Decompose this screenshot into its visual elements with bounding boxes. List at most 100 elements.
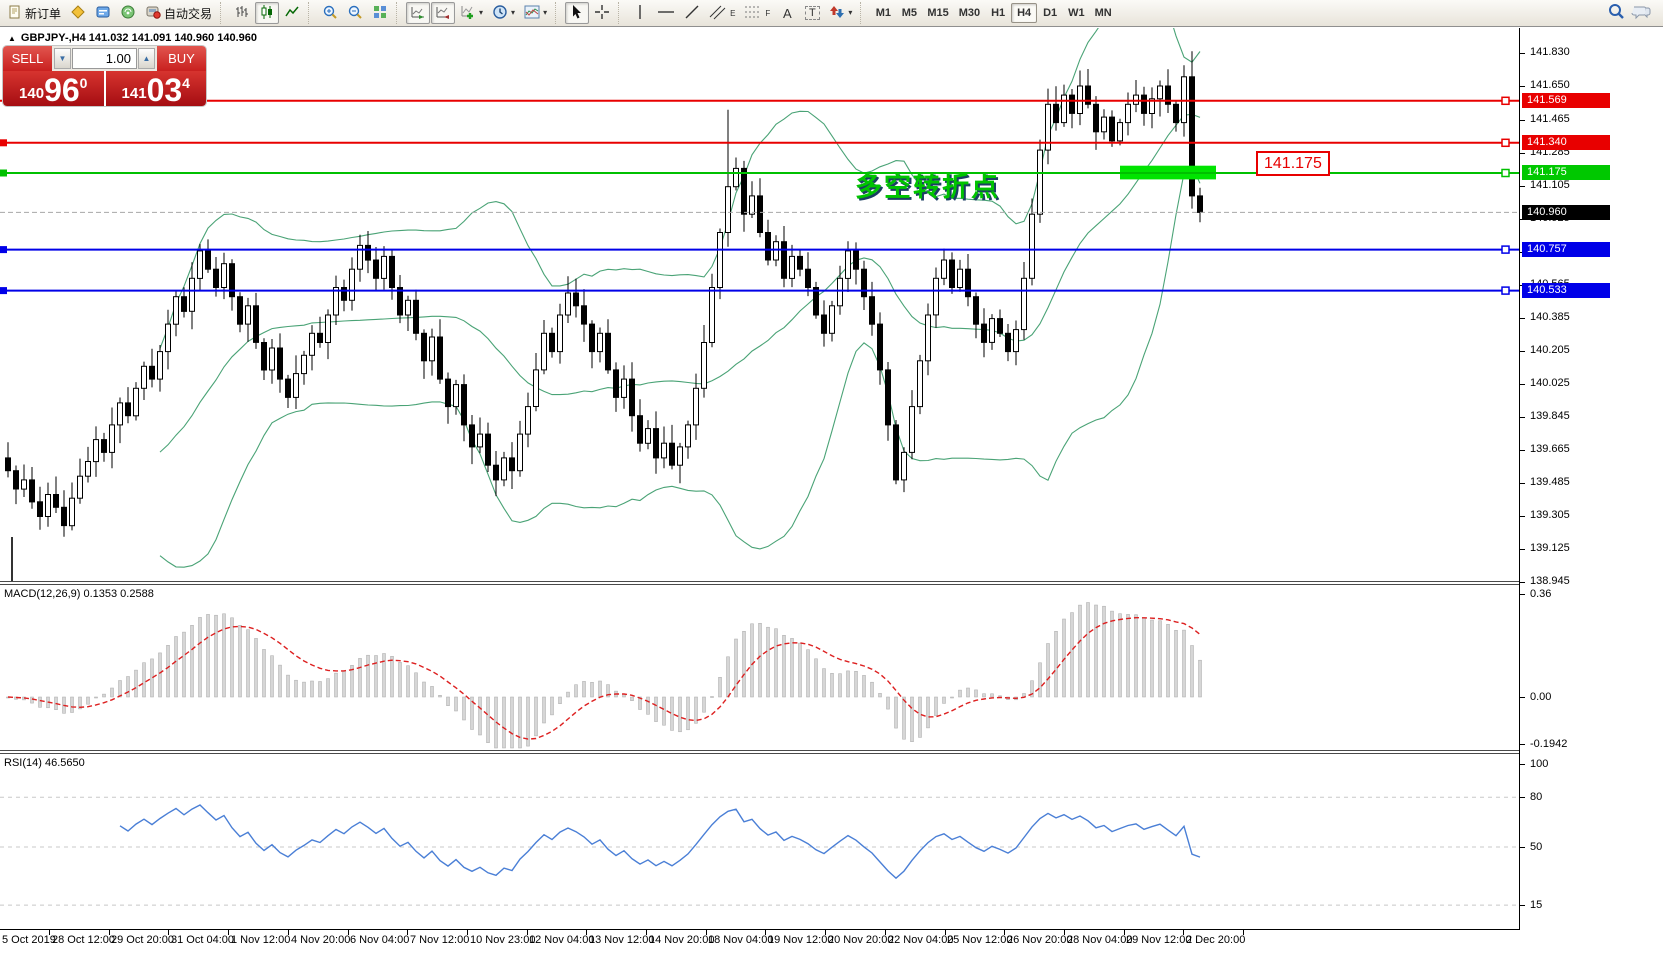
price-tick-label: 141.650 <box>1530 79 1570 91</box>
navigator-button[interactable] <box>116 2 140 24</box>
autotrading-button[interactable]: 自动交易 <box>141 2 216 24</box>
price-tick-label: 141.830 <box>1530 46 1570 58</box>
time-label: 19 Nov 12:00 <box>768 934 834 946</box>
dropdown-caret-icon[interactable]: ▾ <box>511 8 516 17</box>
time-tick <box>706 930 707 935</box>
axis-tick <box>1520 582 1525 583</box>
search-icon[interactable] <box>1607 2 1625 25</box>
sell-button[interactable]: SELL <box>3 46 52 71</box>
buy-button[interactable]: BUY <box>157 46 206 71</box>
price-line-tag[interactable]: 141.340 <box>1522 135 1610 150</box>
timeframe-MN[interactable]: MN <box>1094 7 1112 19</box>
buy-price-pips: 03 <box>146 71 183 106</box>
autoscroll-icon <box>410 4 426 23</box>
templates-button[interactable]: ▾ <box>520 2 551 24</box>
line-chart-icon <box>284 4 300 23</box>
indicators-icon <box>460 4 476 23</box>
axis-tick <box>1520 318 1525 319</box>
navigator-icon <box>120 4 136 23</box>
rsi-pane[interactable] <box>0 754 1519 929</box>
bar-chart-button[interactable] <box>230 2 254 24</box>
trendline-tool-button[interactable] <box>680 2 704 24</box>
price-line-tag[interactable]: 140.533 <box>1522 283 1610 298</box>
arrows-icon <box>829 4 845 23</box>
timeframe-M5[interactable]: M5 <box>901 7 917 19</box>
timeframe-W1[interactable]: W1 <box>1068 7 1085 19</box>
periods-button[interactable]: ▾ <box>488 2 519 24</box>
tile-windows-button[interactable] <box>368 2 392 24</box>
text-tool-icon: A <box>782 5 792 21</box>
price-tick-label: 140.205 <box>1530 344 1570 356</box>
text-tool-button[interactable]: A <box>775 2 799 24</box>
rsi-tick-label: 15 <box>1530 899 1543 911</box>
horizontal-line-tool-button[interactable] <box>653 2 679 24</box>
price-line-tag[interactable]: 140.757 <box>1522 242 1610 257</box>
rsi-tick-label: 50 <box>1530 841 1543 853</box>
toolbar-separator <box>396 2 402 24</box>
timeframe-D1[interactable]: D1 <box>1043 7 1058 19</box>
new-order-button[interactable]: 新订单 <box>4 2 65 24</box>
autotrading-label: 自动交易 <box>164 6 213 21</box>
time-label: 20 Nov 20:00 <box>828 934 894 946</box>
chat-icon[interactable] <box>1631 2 1651 25</box>
axis-tick <box>1520 905 1525 906</box>
channel-tool-button[interactable]: E <box>705 2 739 24</box>
toolbar: 新订单 自动交易 <box>0 0 1663 27</box>
axis-tick <box>1520 417 1525 418</box>
main-price-chart[interactable] <box>0 28 1519 581</box>
timeframe-M1[interactable]: M1 <box>875 7 891 19</box>
price-line-tag[interactable]: 140.960 <box>1522 205 1610 220</box>
macd-tick-label: 0.36 <box>1530 588 1552 600</box>
timeframe-H4[interactable]: H4 <box>1011 3 1038 23</box>
price-axis[interactable]: 141.830141.650141.465141.285141.105140.9… <box>1520 28 1663 954</box>
time-label: 29 Nov 12:00 <box>1126 934 1192 946</box>
dropdown-caret-icon[interactable]: ▾ <box>543 8 548 17</box>
candlestick-chart-button[interactable] <box>255 2 280 24</box>
market-watch-button[interactable] <box>91 2 115 24</box>
price-line-tag[interactable]: 141.175 <box>1522 165 1610 180</box>
periods-clock-icon <box>492 4 508 23</box>
volume-decrease-button[interactable]: ▼ <box>54 48 71 69</box>
fibonacci-tool-button[interactable]: F <box>740 2 774 24</box>
profiles-button[interactable] <box>66 2 90 24</box>
price-callout-label: 141.175 <box>1256 151 1330 176</box>
macd-indicator-label: MACD(12,26,9) 0.1353 0.2588 <box>4 588 154 600</box>
collapse-panel-icon[interactable]: ▲ <box>8 33 16 43</box>
sell-price-point: 0 <box>79 75 88 91</box>
time-axis[interactable]: 5 Oct 2019 28 Oct 12:00 29 Oct 20:00 31 Oct… <box>0 930 1519 954</box>
macd-pane[interactable] <box>0 585 1519 750</box>
price-line-tag[interactable]: 141.569 <box>1522 93 1610 108</box>
toolbar-right <box>1607 2 1659 25</box>
crosshair-tool-button[interactable] <box>590 2 614 24</box>
dropdown-caret-icon[interactable]: ▾ <box>479 8 484 17</box>
arrows-tool-button[interactable]: ▾ <box>825 2 856 24</box>
buy-price-panel[interactable]: 141 03 4 <box>105 71 206 106</box>
chart-shift-button[interactable] <box>431 2 456 24</box>
pane-separator[interactable] <box>0 581 1663 585</box>
indicators-button[interactable]: ▾ <box>456 2 487 24</box>
volume-input[interactable]: 1.00 <box>72 48 137 69</box>
candlestick-chart-icon <box>259 4 275 23</box>
timeframe-M30[interactable]: M30 <box>958 7 981 19</box>
symbol-info: ▲ GBPJPY-,H4 141.032 141.091 140.960 140… <box>8 32 257 44</box>
zoom-in-button[interactable] <box>318 2 342 24</box>
autoscroll-button[interactable] <box>406 2 431 24</box>
time-label: 1 Nov 12:00 <box>231 934 291 946</box>
axis-tick <box>1520 483 1525 484</box>
dropdown-caret-icon[interactable]: ▾ <box>848 8 853 17</box>
zoom-out-button[interactable] <box>343 2 367 24</box>
timeframe-H1[interactable]: H1 <box>991 7 1006 19</box>
timeframe-M15[interactable]: M15 <box>927 7 949 19</box>
vertical-line-tool-button[interactable] <box>628 2 652 24</box>
line-chart-button[interactable] <box>280 2 304 24</box>
volume-increase-button[interactable]: ▲ <box>138 48 155 69</box>
axis-tick <box>1520 186 1525 187</box>
pane-separator[interactable] <box>0 750 1663 754</box>
price-tick-label: 140.025 <box>1530 377 1570 389</box>
time-label: 25 Nov 12:00 <box>947 934 1013 946</box>
cursor-tool-button[interactable] <box>565 2 590 24</box>
time-tick <box>109 930 110 935</box>
sell-price-panel[interactable]: 140 96 0 <box>3 71 104 106</box>
label-tool-button[interactable]: T <box>800 2 824 24</box>
